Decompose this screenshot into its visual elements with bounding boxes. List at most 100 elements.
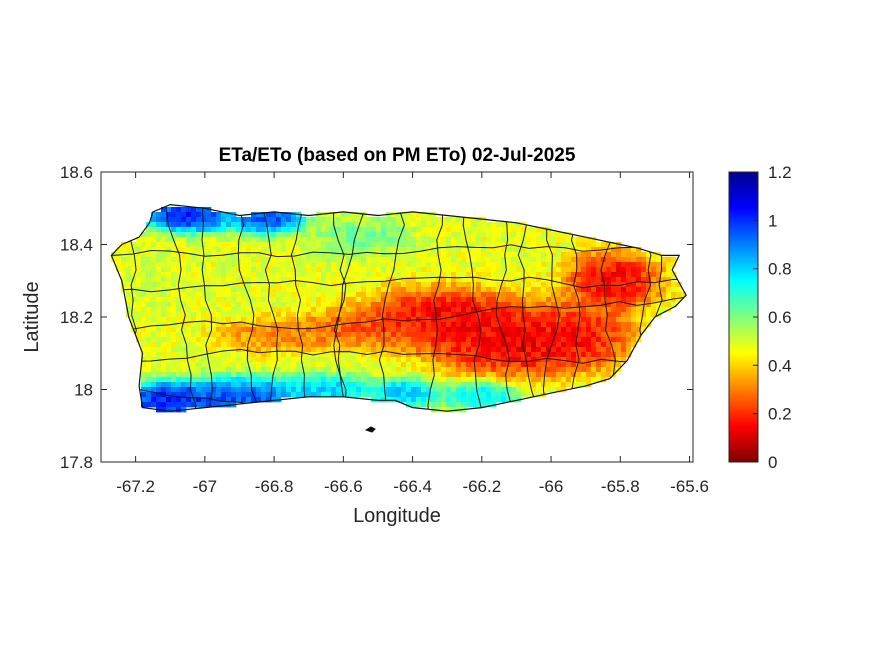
heat-cell (491, 227, 497, 233)
heat-cell (341, 347, 347, 353)
heat-cell (231, 367, 237, 373)
heat-cell (156, 342, 162, 348)
heat-cell (651, 292, 657, 298)
heat-cell (571, 242, 577, 248)
heat-cell (551, 297, 557, 303)
heat-cell (531, 252, 537, 258)
heat-cell (571, 272, 577, 278)
heat-cell (261, 232, 267, 238)
heat-cell (386, 227, 392, 233)
heat-cell (371, 282, 377, 288)
heat-cell (576, 367, 582, 373)
heat-cell (341, 257, 347, 263)
heat-cell (381, 267, 387, 273)
heat-cell (596, 267, 602, 273)
heat-cell (361, 212, 367, 218)
heat-cell (406, 232, 412, 238)
heat-cell (426, 282, 432, 288)
heat-cell (241, 342, 247, 348)
heat-cell (411, 327, 417, 333)
heat-cell (196, 382, 202, 388)
heat-cell (506, 332, 512, 338)
heat-cell (191, 207, 197, 213)
heat-cell (266, 312, 272, 318)
heat-cell (376, 217, 382, 223)
heat-cell (336, 227, 342, 233)
heat-cell (531, 227, 537, 233)
heat-cell (311, 272, 317, 278)
heat-cell (491, 237, 497, 243)
heat-cell (181, 357, 187, 363)
heat-cell (526, 232, 532, 238)
heat-cell (231, 247, 237, 253)
heat-cell (226, 387, 232, 393)
heat-cell (436, 242, 442, 248)
heat-cell (456, 367, 462, 373)
heat-cell (401, 307, 407, 313)
heat-cell (281, 242, 287, 248)
heat-cell (466, 297, 472, 303)
heat-cell (551, 282, 557, 288)
heat-cell (326, 362, 332, 368)
heat-cell (166, 237, 172, 243)
heat-cell (411, 277, 417, 283)
heat-cell (591, 347, 597, 353)
heat-cell (236, 287, 242, 293)
heat-cell (611, 247, 617, 253)
heat-cell (186, 207, 192, 213)
heat-cell (486, 237, 492, 243)
heat-cell (451, 362, 457, 368)
heat-cell (191, 332, 197, 338)
heat-cell (621, 262, 627, 268)
heat-cell (556, 282, 562, 288)
heat-cell (406, 227, 412, 233)
heat-cell (491, 247, 497, 253)
heat-cell (576, 247, 582, 253)
heat-cell (161, 247, 167, 253)
heat-cell (351, 262, 357, 268)
heat-cell (131, 307, 137, 313)
heat-cell (526, 367, 532, 373)
heat-cell (471, 392, 477, 398)
heat-cell (561, 297, 567, 303)
heat-cell (176, 232, 182, 238)
heat-cell (201, 342, 207, 348)
heat-cell (381, 227, 387, 233)
heat-cell (516, 327, 522, 333)
heat-cell (531, 297, 537, 303)
heat-cell (541, 327, 547, 333)
heat-cell (501, 332, 507, 338)
heat-cell (291, 372, 297, 378)
heat-cell (511, 277, 517, 283)
heat-cell (486, 232, 492, 238)
heat-cell (536, 362, 542, 368)
heat-cell (491, 292, 497, 298)
heat-cell (506, 317, 512, 323)
heat-cell (141, 392, 147, 398)
heat-cell (416, 362, 422, 368)
heat-cell (201, 287, 207, 293)
heat-cell (371, 302, 377, 308)
heat-cell (396, 242, 402, 248)
heat-cell (151, 377, 157, 383)
heat-cell (291, 342, 297, 348)
heat-cell (341, 272, 347, 278)
heat-cell (421, 292, 427, 298)
heat-cell (401, 247, 407, 253)
heat-cell (331, 232, 337, 238)
heat-cell (316, 317, 322, 323)
heat-cell (381, 367, 387, 373)
heat-cell (671, 302, 677, 308)
heat-cell (221, 372, 227, 378)
heat-cell (566, 347, 572, 353)
heat-cell (336, 292, 342, 298)
heat-cell (556, 332, 562, 338)
heat-cell (331, 347, 337, 353)
heat-cell (476, 257, 482, 263)
heat-cell (441, 252, 447, 258)
heat-cell (601, 282, 607, 288)
heat-cell (336, 327, 342, 333)
heat-cell (681, 292, 687, 298)
heat-cell (321, 262, 327, 268)
heat-cell (356, 242, 362, 248)
